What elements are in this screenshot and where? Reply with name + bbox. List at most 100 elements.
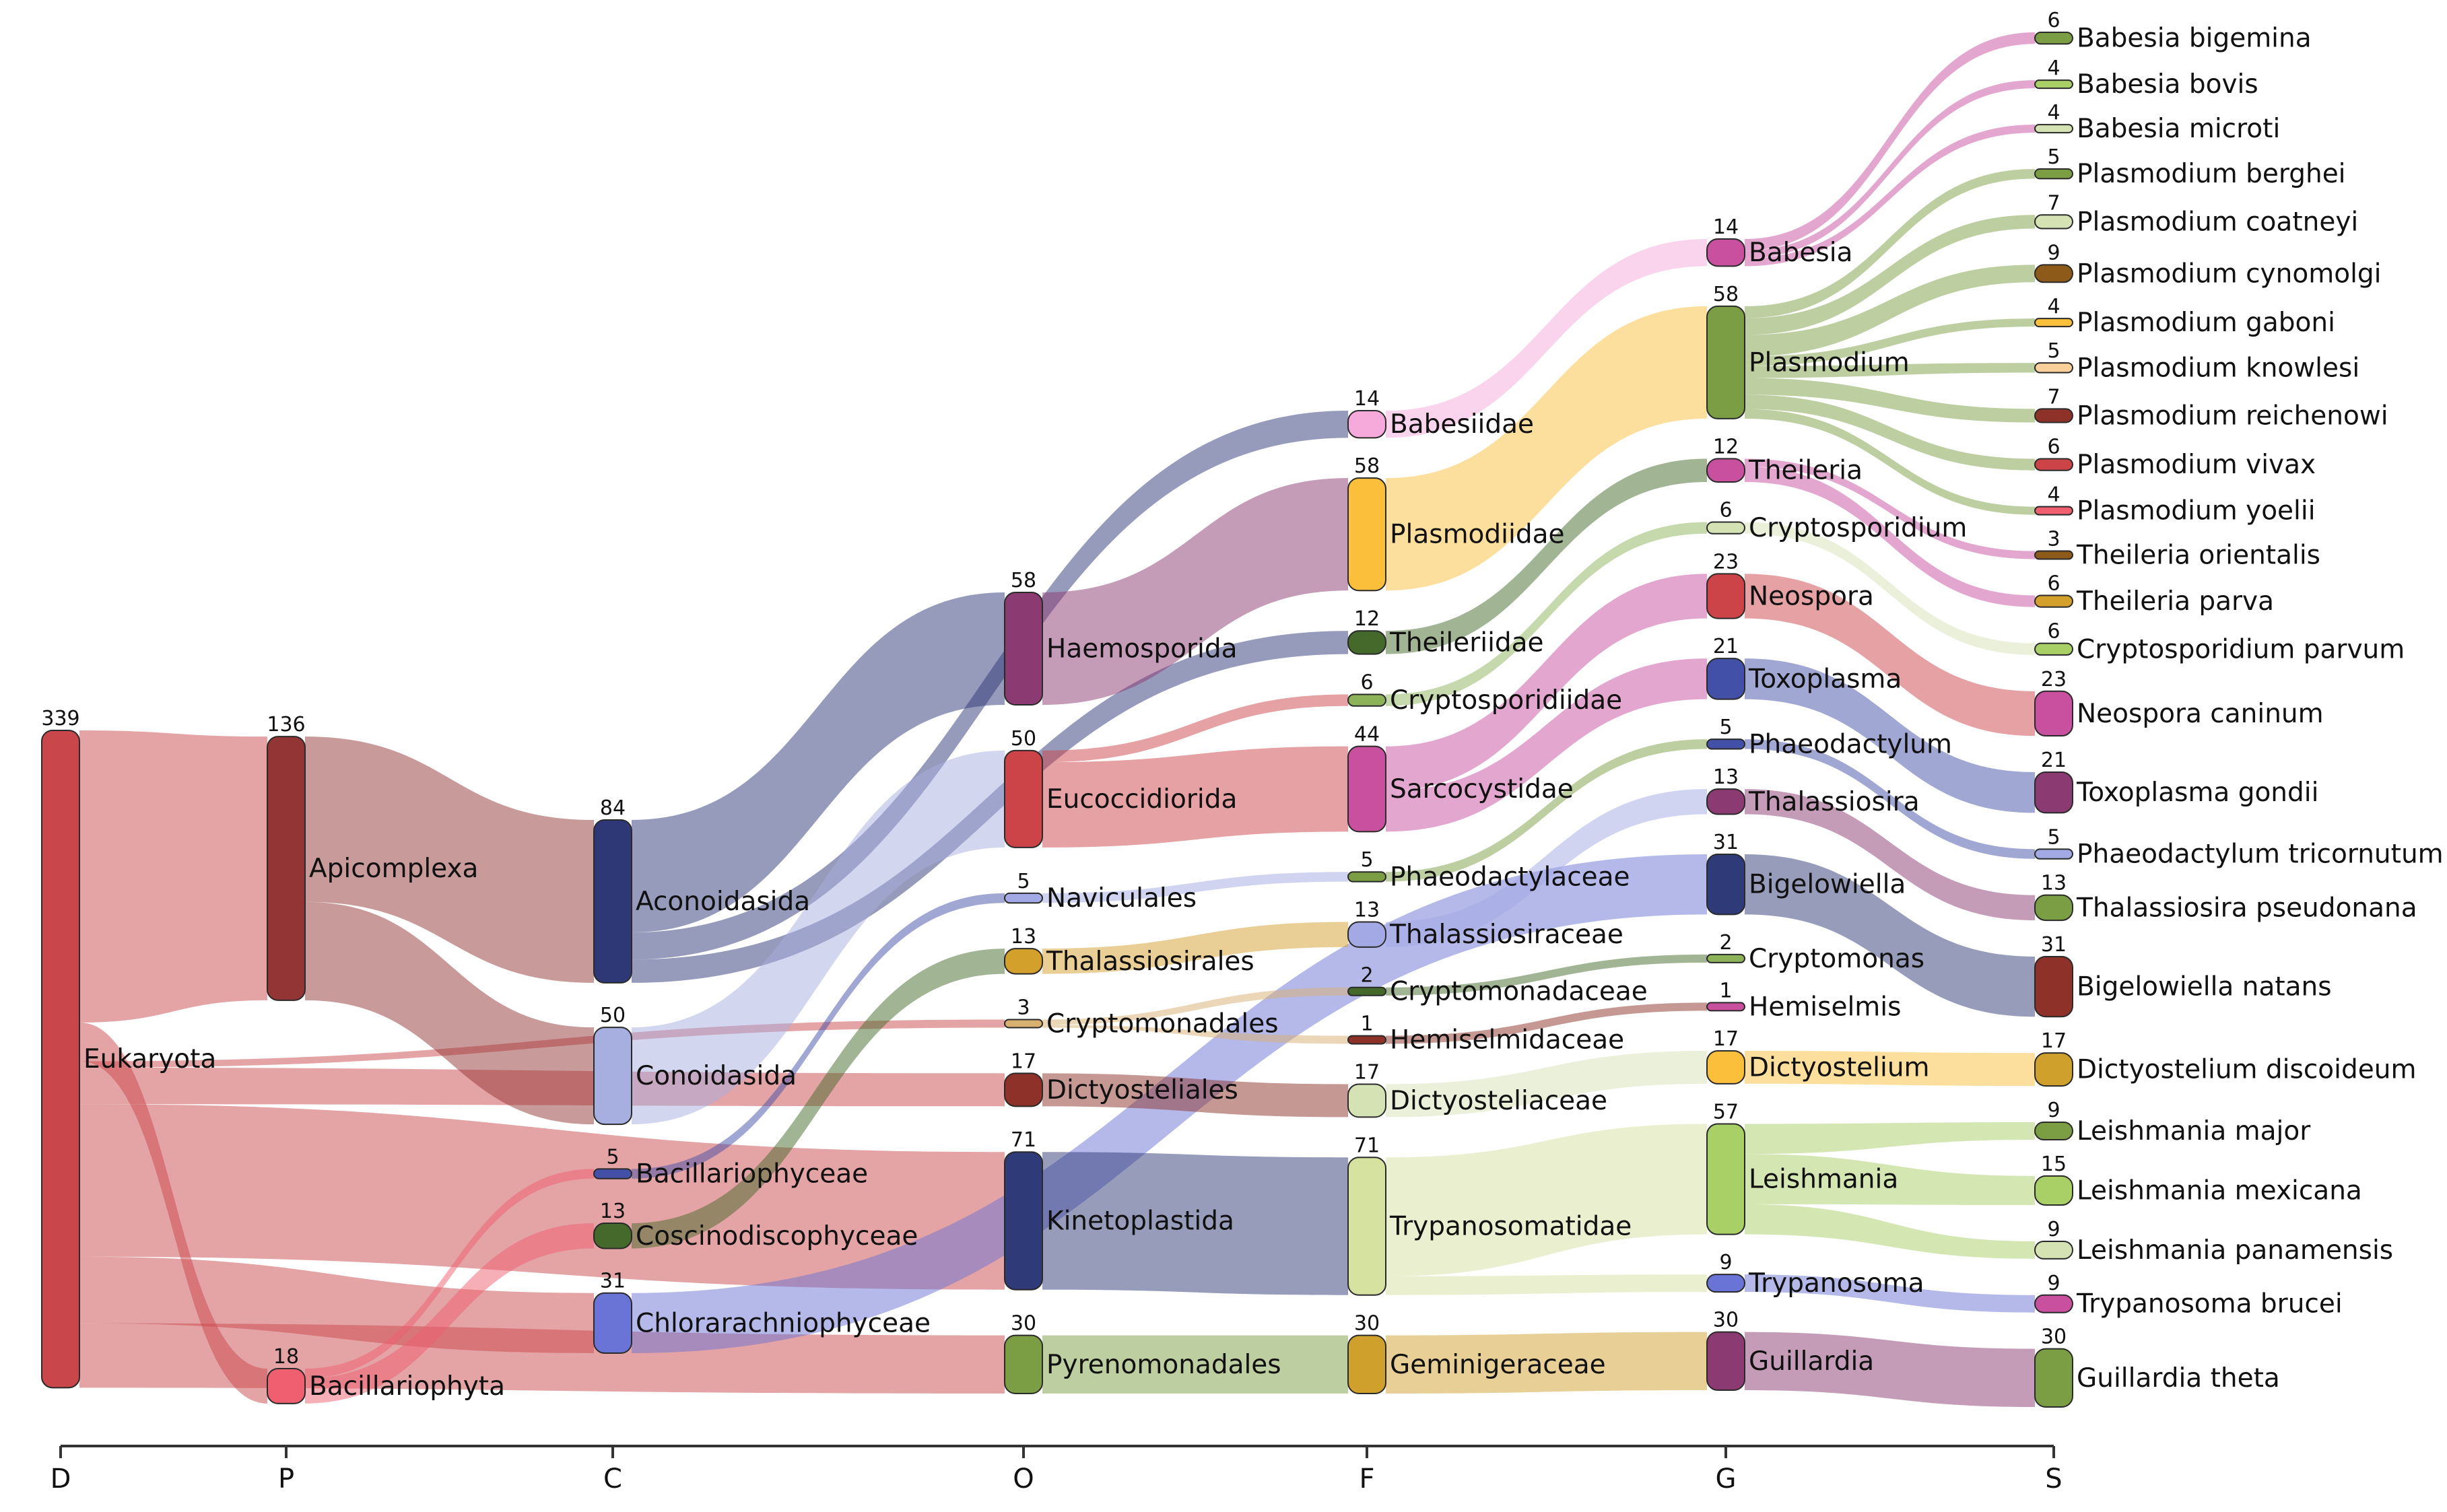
node-thalassiosirales[interactable] [1004, 948, 1043, 975]
node-cryptomonas[interactable] [1706, 953, 1745, 963]
node-babesia_bigemina[interactable] [2034, 32, 2073, 45]
node-leishmania[interactable] [1706, 1123, 1745, 1235]
link-plasmodiidae-to-plasmodium [1386, 306, 1707, 591]
node-phaeodactylaceae[interactable] [1347, 871, 1386, 883]
link-thalassiosira-to-thalassiosira_pseudonana [1745, 789, 2035, 921]
link-eucoccidiorida-to-sarcocystidae [1042, 746, 1348, 848]
node-theileria_parva[interactable] [2034, 594, 2073, 608]
count-label-dictyostelium_discoideum: 17 [2041, 1029, 2067, 1053]
node-plasmodium_berghei[interactable] [2034, 168, 2073, 180]
node-plasmodium_vivax[interactable] [2034, 458, 2073, 471]
link-pyrenomonadales-to-geminigeraceae [1042, 1335, 1348, 1394]
node-conoidasida[interactable] [593, 1027, 632, 1126]
node-aconoidasida[interactable] [593, 819, 632, 984]
count-label-plasmodium_reichenowi: 7 [2047, 385, 2060, 409]
node-thalassiosira_pseudonana[interactable] [2034, 894, 2073, 922]
node-sarcocystidae[interactable] [1347, 745, 1386, 833]
node-haemosporida[interactable] [1004, 592, 1043, 706]
node-phaeodactylum[interactable] [1706, 738, 1745, 750]
node-label-plasmodium_knowlesi: Plasmodium knowlesi [2077, 353, 2359, 383]
node-eucoccidiorida[interactable] [1004, 749, 1043, 848]
link-theileria-to-theileria_parva [1745, 466, 2035, 607]
node-leishmania_panamensis[interactable] [2034, 1240, 2073, 1260]
node-hemiselmis[interactable] [1706, 1002, 1745, 1012]
node-thalassiosiraceae[interactable] [1347, 921, 1386, 948]
node-guillardia[interactable] [1706, 1331, 1745, 1391]
node-neospora_caninum[interactable] [2034, 690, 2073, 737]
node-trypanosomatidae[interactable] [1347, 1157, 1386, 1296]
count-label-babesia_bovis: 4 [2047, 57, 2060, 80]
node-cryptosporidium_parvum[interactable] [2034, 642, 2073, 656]
node-pyrenomonadales[interactable] [1004, 1334, 1043, 1394]
node-toxoplasma_gondii[interactable] [2034, 771, 2073, 814]
node-coscinodiscophyceae[interactable] [593, 1223, 632, 1249]
count-label-bigelowiella: 31 [1713, 831, 1739, 854]
node-leishmania_mexicana[interactable] [2034, 1175, 2073, 1206]
node-trypanosoma_brucei[interactable] [2034, 1294, 2073, 1313]
node-babesia[interactable] [1706, 238, 1745, 267]
node-plasmodium_gaboni[interactable] [2034, 318, 2073, 328]
node-eukaryota[interactable] [41, 730, 80, 1389]
link-haemosporida-to-plasmodiidae [1042, 478, 1348, 706]
node-dictyostelium_discoideum[interactable] [2034, 1052, 2073, 1087]
node-cryptomonadaceae[interactable] [1347, 986, 1386, 996]
node-geminigeraceae[interactable] [1347, 1334, 1386, 1394]
node-plasmodium_yoelii[interactable] [2034, 506, 2073, 516]
axis-label-D: D [51, 1464, 71, 1494]
link-eukaryota-to-apicomplexa [79, 730, 267, 1023]
node-bigelowiella[interactable] [1706, 854, 1745, 916]
link-apicomplexa-to-conoidasida [305, 901, 594, 1125]
node-theileriidae[interactable] [1347, 630, 1386, 655]
node-hemiselmidaceae[interactable] [1347, 1035, 1386, 1045]
count-label-cryptomonas: 2 [1719, 931, 1732, 955]
node-babesiidae[interactable] [1347, 410, 1386, 439]
node-guillardia_theta[interactable] [2034, 1348, 2073, 1408]
node-babesia_microti[interactable] [2034, 124, 2073, 134]
node-trypanosoma[interactable] [1706, 1274, 1745, 1293]
count-label-plasmodium_yoelii: 4 [2047, 483, 2060, 507]
node-naviculales[interactable] [1004, 892, 1043, 904]
node-cryptosporidium[interactable] [1706, 521, 1745, 535]
node-chlorarachniophyceae[interactable] [593, 1292, 632, 1354]
node-plasmodiidae[interactable] [1347, 477, 1386, 592]
link-aconoidasida-to-babesiidae [632, 411, 1348, 960]
node-bigelowiella_natans[interactable] [2034, 955, 2073, 1018]
link-theileria-to-theileria_orientalis [1745, 458, 2035, 559]
node-plasmodium_coatneyi[interactable] [2034, 214, 2073, 230]
node-dictyostelium[interactable] [1706, 1050, 1745, 1085]
node-leishmania_major[interactable] [2034, 1122, 2073, 1140]
node-babesia_bovis[interactable] [2034, 79, 2073, 90]
node-label-kinetoplastida: Kinetoplastida [1046, 1206, 1234, 1236]
node-apicomplexa[interactable] [267, 736, 306, 1001]
node-label-eucoccidiorida: Eucoccidiorida [1046, 784, 1237, 815]
node-label-eukaryota: Eukaryota [83, 1044, 216, 1074]
link-plasmodium-to-plasmodium_coatneyi [1745, 215, 2035, 335]
node-label-pyrenomonadales: Pyrenomonadales [1046, 1350, 1281, 1380]
node-plasmodium_reichenowi[interactable] [2034, 408, 2073, 423]
node-plasmodium[interactable] [1706, 305, 1745, 419]
node-bacillariophyceae[interactable] [593, 1168, 632, 1179]
axis-label-F: F [1359, 1464, 1374, 1494]
node-thalassiosira[interactable] [1706, 788, 1745, 815]
node-toxoplasma[interactable] [1706, 658, 1745, 700]
link-plasmodium-to-plasmodium_berghei [1745, 168, 2035, 318]
node-phaeodactylum_tricornutum[interactable] [2034, 848, 2073, 860]
node-dictyosteliaceae[interactable] [1347, 1083, 1386, 1118]
node-cryptomonadales[interactable] [1004, 1019, 1043, 1029]
link-babesia-to-babesia_bovis [1745, 80, 2035, 259]
count-label-toxoplasma: 21 [1713, 635, 1739, 658]
node-plasmodium_cynomolgi[interactable] [2034, 264, 2073, 283]
node-theileria_orientalis[interactable] [2034, 550, 2073, 560]
node-bacillariophyta[interactable] [267, 1368, 306, 1404]
node-cryptosporidiidae[interactable] [1347, 693, 1386, 707]
node-plasmodium_knowlesi[interactable] [2034, 362, 2073, 374]
node-dictyosteliales[interactable] [1004, 1072, 1043, 1107]
node-label-hemiselmis: Hemiselmis [1749, 992, 1901, 1022]
node-neospora[interactable] [1706, 573, 1745, 619]
node-theileria[interactable] [1706, 458, 1745, 483]
node-kinetoplastida[interactable] [1004, 1151, 1043, 1291]
node-label-theileria: Theileria [1748, 456, 1863, 486]
node-label-neospora: Neospora [1749, 581, 1874, 611]
